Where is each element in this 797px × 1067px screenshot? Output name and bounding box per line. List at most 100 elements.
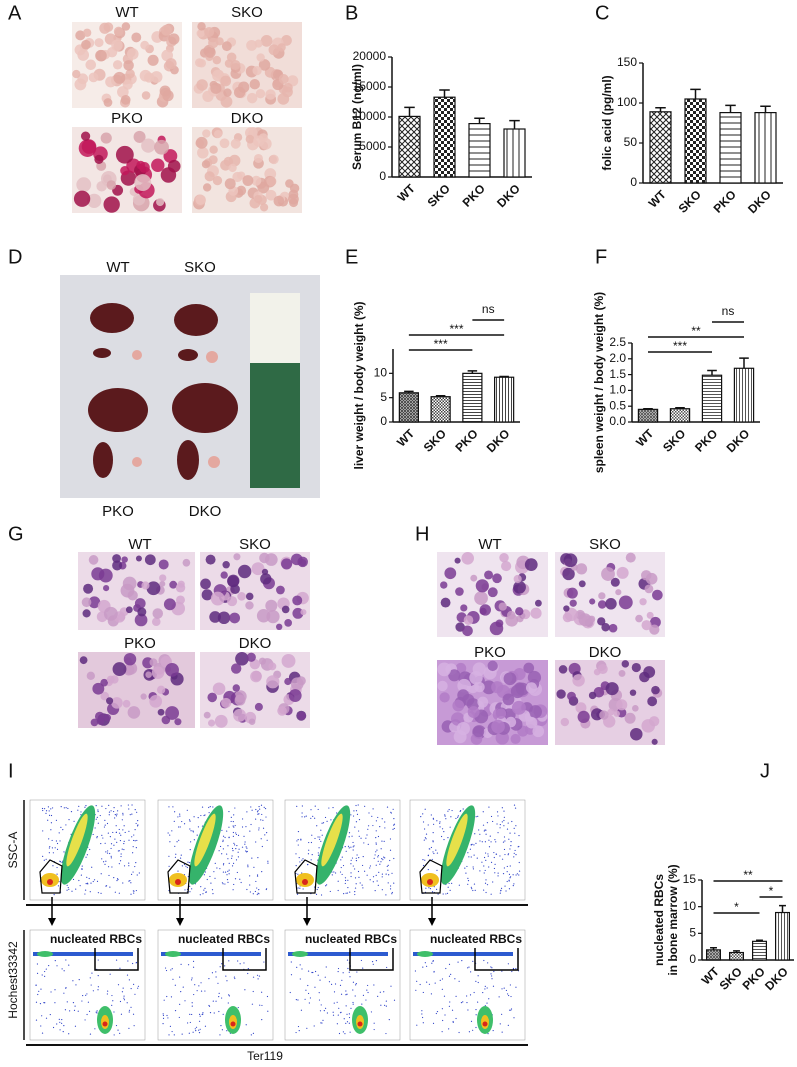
event <box>120 805 122 807</box>
image-label: SKO <box>184 259 216 276</box>
y-axis-label: Serum B12 (ng/ml) <box>350 64 364 170</box>
cell <box>237 171 246 180</box>
cell <box>106 180 117 190</box>
cell <box>284 619 292 627</box>
event <box>509 876 512 878</box>
event <box>89 977 91 979</box>
event <box>246 847 248 849</box>
bar <box>494 376 515 423</box>
event <box>422 821 425 823</box>
event <box>129 814 131 816</box>
cell <box>161 24 172 36</box>
event <box>354 995 356 997</box>
event <box>349 1031 351 1033</box>
event <box>130 873 133 875</box>
event <box>348 832 351 834</box>
image-label: WT <box>106 259 129 276</box>
event <box>504 853 506 856</box>
cell <box>448 669 461 682</box>
event <box>255 818 257 820</box>
event <box>201 806 204 808</box>
cell <box>85 59 97 71</box>
event <box>451 1009 454 1011</box>
event <box>333 991 336 993</box>
cell <box>474 591 488 606</box>
cell <box>146 581 161 596</box>
cell <box>151 617 161 627</box>
event <box>58 832 60 834</box>
event <box>109 886 111 888</box>
event <box>369 879 371 881</box>
event <box>321 834 323 836</box>
event <box>366 874 368 876</box>
event <box>266 831 268 834</box>
event <box>289 991 291 994</box>
event <box>47 806 50 808</box>
event <box>219 1034 221 1036</box>
event <box>52 865 54 867</box>
bar <box>733 367 755 423</box>
significance-label: *** <box>434 337 448 351</box>
event <box>334 983 337 985</box>
event <box>385 1000 387 1002</box>
event <box>257 810 259 812</box>
event <box>119 967 121 969</box>
cell <box>523 662 535 674</box>
event <box>86 1013 88 1016</box>
cell <box>82 609 91 618</box>
event <box>495 853 498 855</box>
event <box>501 858 504 860</box>
cell <box>437 662 452 677</box>
event <box>372 808 374 810</box>
event <box>297 830 300 833</box>
event <box>319 1010 322 1012</box>
event <box>296 893 299 895</box>
cell <box>266 176 277 187</box>
event <box>362 994 365 996</box>
event <box>187 964 190 966</box>
event <box>202 1012 204 1014</box>
cell <box>209 611 221 623</box>
cell <box>214 714 228 728</box>
event <box>497 872 499 874</box>
event <box>459 810 461 813</box>
cell <box>235 652 249 666</box>
ruler <box>250 293 300 363</box>
event <box>232 835 234 837</box>
event <box>379 863 381 865</box>
event <box>251 857 253 859</box>
cell <box>524 558 538 571</box>
event <box>234 977 236 980</box>
event <box>228 873 230 875</box>
event <box>215 971 217 973</box>
event <box>371 961 374 963</box>
event <box>452 1021 454 1024</box>
cell <box>613 710 620 717</box>
event <box>346 1013 348 1015</box>
event <box>233 883 235 886</box>
event <box>368 812 370 814</box>
event <box>290 961 292 963</box>
bar <box>728 951 744 961</box>
event <box>113 1011 115 1013</box>
event <box>336 1023 338 1025</box>
cell <box>151 666 165 679</box>
event <box>48 847 50 849</box>
cell <box>220 95 233 108</box>
event <box>249 830 251 832</box>
cells <box>193 127 300 212</box>
error-bar <box>439 89 450 98</box>
cell <box>605 682 619 696</box>
event <box>482 991 484 994</box>
event <box>446 892 449 894</box>
event <box>361 884 363 886</box>
event <box>228 862 230 864</box>
event <box>295 1031 297 1034</box>
event <box>496 811 499 813</box>
event <box>301 816 303 818</box>
event <box>448 1028 450 1030</box>
event <box>326 1012 329 1014</box>
event <box>256 887 258 889</box>
event <box>181 1033 183 1035</box>
event <box>342 864 345 867</box>
